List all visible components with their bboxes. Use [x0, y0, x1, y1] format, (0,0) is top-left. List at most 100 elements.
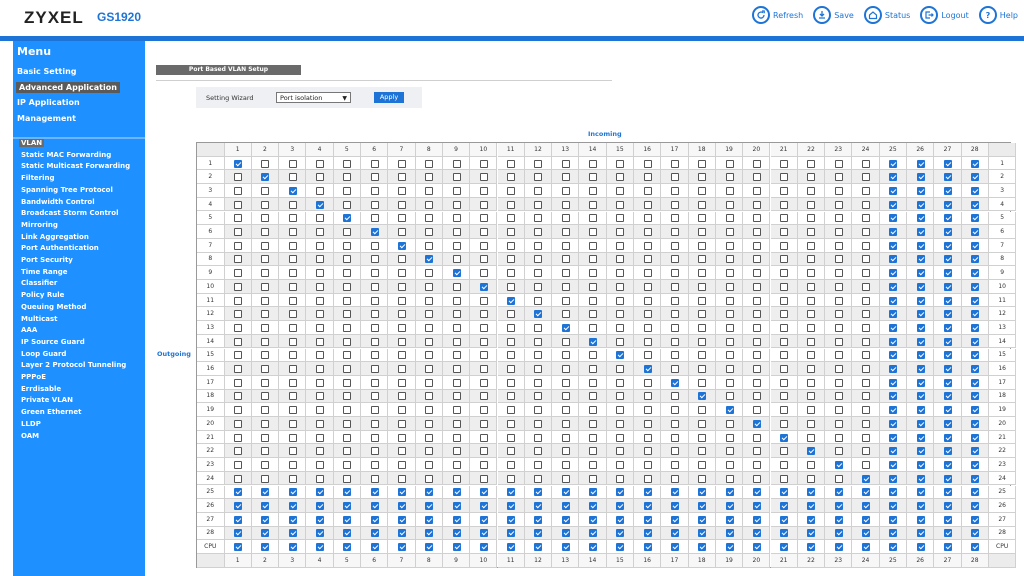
port-checkbox[interactable]	[752, 269, 761, 278]
port-checkbox[interactable]	[643, 543, 652, 552]
port-checkbox[interactable]	[971, 228, 980, 237]
port-checkbox[interactable]	[507, 186, 516, 195]
port-checkbox[interactable]	[507, 255, 516, 264]
port-checkbox[interactable]	[752, 282, 761, 291]
port-checkbox[interactable]	[889, 365, 898, 374]
port-checkbox[interactable]	[670, 365, 679, 374]
port-checkbox[interactable]	[862, 378, 871, 387]
port-checkbox[interactable]	[370, 392, 379, 401]
port-checkbox[interactable]	[916, 173, 925, 182]
port-checkbox[interactable]	[507, 282, 516, 291]
port-checkbox[interactable]	[752, 241, 761, 250]
port-checkbox[interactable]	[316, 474, 325, 483]
port-checkbox[interactable]	[616, 460, 625, 469]
port-checkbox[interactable]	[425, 200, 434, 209]
port-checkbox[interactable]	[698, 186, 707, 195]
port-checkbox[interactable]	[561, 502, 570, 511]
port-checkbox[interactable]	[534, 173, 543, 182]
port-checkbox[interactable]	[780, 543, 789, 552]
port-checkbox[interactable]	[943, 488, 952, 497]
port-checkbox[interactable]	[698, 200, 707, 209]
port-checkbox[interactable]	[670, 378, 679, 387]
port-checkbox[interactable]	[807, 241, 816, 250]
port-checkbox[interactable]	[589, 241, 598, 250]
port-checkbox[interactable]	[780, 310, 789, 319]
port-checkbox[interactable]	[343, 488, 352, 497]
port-checkbox[interactable]	[534, 433, 543, 442]
port-checkbox[interactable]	[589, 392, 598, 401]
port-checkbox[interactable]	[397, 474, 406, 483]
port-checkbox[interactable]	[370, 296, 379, 305]
port-checkbox[interactable]	[507, 365, 516, 374]
port-checkbox[interactable]	[452, 543, 461, 552]
port-checkbox[interactable]	[425, 488, 434, 497]
port-checkbox[interactable]	[889, 200, 898, 209]
port-checkbox[interactable]	[971, 173, 980, 182]
port-checkbox[interactable]	[261, 310, 270, 319]
port-checkbox[interactable]	[507, 228, 516, 237]
port-checkbox[interactable]	[780, 392, 789, 401]
port-checkbox[interactable]	[452, 310, 461, 319]
port-checkbox[interactable]	[261, 255, 270, 264]
port-checkbox[interactable]	[234, 351, 243, 360]
port-checkbox[interactable]	[425, 310, 434, 319]
port-checkbox[interactable]	[698, 365, 707, 374]
port-checkbox[interactable]	[479, 269, 488, 278]
port-checkbox[interactable]	[971, 419, 980, 428]
port-checkbox[interactable]	[234, 433, 243, 442]
port-checkbox[interactable]	[397, 337, 406, 346]
port-checkbox[interactable]	[752, 392, 761, 401]
port-checkbox[interactable]	[343, 337, 352, 346]
port-checkbox[interactable]	[698, 296, 707, 305]
port-checkbox[interactable]	[507, 543, 516, 552]
port-checkbox[interactable]	[698, 460, 707, 469]
logout-button[interactable]: Logout	[920, 6, 969, 24]
port-checkbox[interactable]	[425, 378, 434, 387]
port-checkbox[interactable]	[698, 241, 707, 250]
submenu-item-layer-2-protocol-tunneling[interactable]: Layer 2 Protocol Tunneling	[21, 361, 127, 370]
port-checkbox[interactable]	[425, 529, 434, 538]
port-checkbox[interactable]	[507, 337, 516, 346]
port-checkbox[interactable]	[234, 296, 243, 305]
port-checkbox[interactable]	[889, 173, 898, 182]
port-checkbox[interactable]	[452, 323, 461, 332]
port-checkbox[interactable]	[234, 241, 243, 250]
port-checkbox[interactable]	[889, 310, 898, 319]
port-checkbox[interactable]	[425, 337, 434, 346]
submenu-item-link-aggregation[interactable]: Link Aggregation	[21, 232, 89, 241]
port-checkbox[interactable]	[425, 214, 434, 223]
port-checkbox[interactable]	[343, 433, 352, 442]
port-checkbox[interactable]	[288, 488, 297, 497]
port-checkbox[interactable]	[261, 323, 270, 332]
port-checkbox[interactable]	[234, 515, 243, 524]
port-checkbox[interactable]	[834, 365, 843, 374]
port-checkbox[interactable]	[425, 282, 434, 291]
port-checkbox[interactable]	[370, 310, 379, 319]
port-checkbox[interactable]	[479, 515, 488, 524]
port-checkbox[interactable]	[643, 296, 652, 305]
port-checkbox[interactable]	[862, 515, 871, 524]
port-checkbox[interactable]	[916, 474, 925, 483]
port-checkbox[interactable]	[889, 406, 898, 415]
port-checkbox[interactable]	[534, 406, 543, 415]
port-checkbox[interactable]	[752, 474, 761, 483]
port-checkbox[interactable]	[725, 474, 734, 483]
port-checkbox[interactable]	[370, 255, 379, 264]
port-checkbox[interactable]	[780, 488, 789, 497]
port-checkbox[interactable]	[452, 406, 461, 415]
port-checkbox[interactable]	[261, 488, 270, 497]
port-checkbox[interactable]	[670, 515, 679, 524]
submenu-item-static-multicast-forwarding[interactable]: Static Multicast Forwarding	[21, 162, 131, 171]
port-checkbox[interactable]	[370, 173, 379, 182]
port-checkbox[interactable]	[479, 255, 488, 264]
port-checkbox[interactable]	[752, 488, 761, 497]
port-checkbox[interactable]	[561, 173, 570, 182]
port-checkbox[interactable]	[452, 433, 461, 442]
port-checkbox[interactable]	[425, 433, 434, 442]
port-checkbox[interactable]	[807, 543, 816, 552]
port-checkbox[interactable]	[780, 529, 789, 538]
port-checkbox[interactable]	[589, 214, 598, 223]
port-checkbox[interactable]	[698, 228, 707, 237]
port-checkbox[interactable]	[943, 228, 952, 237]
port-checkbox[interactable]	[807, 365, 816, 374]
